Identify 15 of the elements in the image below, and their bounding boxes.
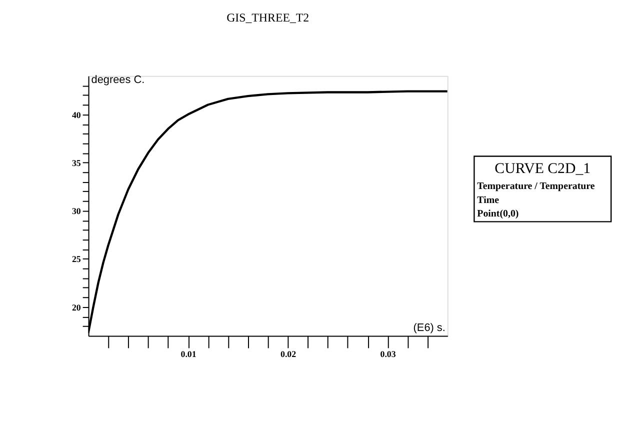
text: Time xyxy=(477,194,500,206)
x-tick-label: 0.03 xyxy=(380,349,396,360)
y-axis-title: degrees C. xyxy=(91,74,145,86)
text: Temperature / Temperature xyxy=(477,180,596,192)
text: CURVE C2D_1 xyxy=(494,161,591,178)
chart-title: GIS_THREE_T2 xyxy=(226,10,310,24)
y-tick-label: 20 xyxy=(72,302,82,312)
y-tick-label: 25 xyxy=(72,254,82,264)
text: Point(0,0) xyxy=(477,208,519,220)
x-tick-label: 0.01 xyxy=(180,349,196,360)
x-tick-label: 0.02 xyxy=(280,349,297,360)
y-tick-label: 40 xyxy=(72,110,82,120)
y-tick-label: 30 xyxy=(72,206,82,216)
y-tick-label: 35 xyxy=(72,158,82,168)
x-axis-title: (E6) s. xyxy=(413,322,446,334)
